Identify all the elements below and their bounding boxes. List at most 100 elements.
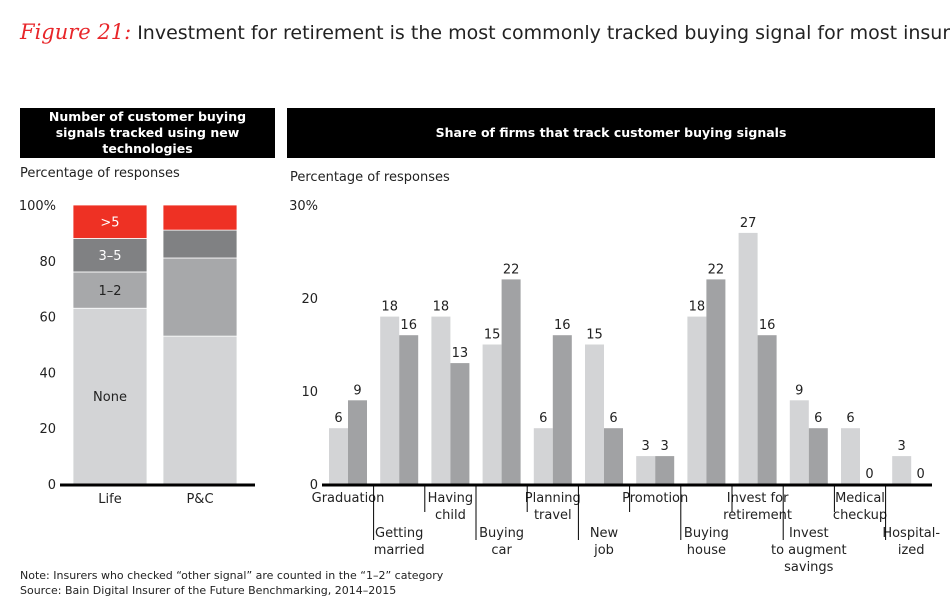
category-label: Having bbox=[428, 491, 474, 506]
category-label: job bbox=[593, 543, 614, 558]
figure-title: Figure 21: Investment for retirement is t… bbox=[20, 20, 950, 44]
left-ytick-label: 60 bbox=[39, 311, 56, 326]
right-header-text: Share of firms that track customer buyin… bbox=[435, 125, 787, 140]
right-ytick-label: 30% bbox=[289, 199, 318, 214]
bar-Graduation-2 bbox=[348, 400, 367, 484]
data-label: 13 bbox=[452, 346, 469, 361]
category-label: car bbox=[491, 543, 512, 558]
category-label: checkup bbox=[833, 508, 887, 523]
left-category-label: P&C bbox=[186, 492, 213, 507]
left-ytick-label: 100% bbox=[19, 199, 56, 214]
category-label: Invest bbox=[789, 526, 829, 541]
category-label: child bbox=[435, 508, 466, 523]
data-label: 15 bbox=[484, 328, 501, 343]
category-label: house bbox=[687, 543, 726, 558]
data-label: 27 bbox=[740, 216, 757, 231]
data-label: 6 bbox=[609, 411, 617, 426]
left-ytick-label: 40 bbox=[39, 366, 56, 381]
right-ylabel: Percentage of responses bbox=[290, 170, 450, 185]
data-label: 3 bbox=[642, 439, 650, 454]
stacked-segment-P&C->5 bbox=[162, 204, 238, 231]
bar-Invest to augment savings-2 bbox=[808, 428, 828, 484]
left-panel-header: Number of customer buying signals tracke… bbox=[20, 108, 275, 158]
data-label: 18 bbox=[381, 300, 398, 315]
data-label: 9 bbox=[795, 383, 803, 398]
left-category-label: Life bbox=[98, 492, 121, 507]
bar-New job-1 bbox=[585, 344, 604, 484]
bar-Buying house-1 bbox=[687, 316, 707, 484]
data-label: 3 bbox=[661, 439, 669, 454]
bar-Buying car-1 bbox=[482, 344, 502, 484]
data-label: 3 bbox=[898, 439, 906, 454]
bar-Buying car-2 bbox=[501, 279, 521, 484]
category-label: Promotion bbox=[622, 491, 688, 506]
data-label: 0 bbox=[917, 467, 925, 482]
data-label: 18 bbox=[433, 300, 450, 315]
category-label: travel bbox=[534, 508, 572, 523]
category-label: Hospital- bbox=[882, 526, 940, 541]
stacked-segment-Life-3–5 bbox=[72, 238, 148, 273]
data-label: 6 bbox=[334, 411, 342, 426]
bar-Planning travel-2 bbox=[552, 335, 572, 484]
stacked-segment-P&C-None bbox=[162, 335, 238, 485]
title-text: Investment for retirement is the most co… bbox=[137, 22, 950, 44]
left-ytick-label: 80 bbox=[39, 255, 56, 270]
bar-Invest to augment savings-1 bbox=[789, 400, 809, 484]
data-label: 16 bbox=[759, 318, 776, 333]
category-label: retirement bbox=[723, 508, 792, 523]
bar-Medical checkup-1 bbox=[841, 428, 860, 484]
right-ytick-label: 20 bbox=[301, 292, 318, 307]
right-ytick-label: 0 bbox=[310, 478, 318, 493]
data-label: 0 bbox=[865, 467, 873, 482]
category-label: New bbox=[590, 526, 619, 541]
category-label: Invest for bbox=[727, 491, 789, 506]
left-header-text: Number of customer buying signals tracke… bbox=[48, 109, 247, 156]
data-label: 9 bbox=[353, 383, 361, 398]
data-label: 22 bbox=[708, 262, 725, 277]
footnote: Note: Insurers who checked “other signal… bbox=[20, 569, 444, 582]
segment-label: None bbox=[93, 390, 127, 405]
bar-Invest for retirement-2 bbox=[757, 335, 777, 484]
bar-Graduation-1 bbox=[329, 428, 348, 484]
bar-Getting married-1 bbox=[380, 316, 400, 484]
category-label: Buying bbox=[479, 526, 524, 541]
segment-label: >5 bbox=[100, 216, 119, 231]
category-label: Medical bbox=[835, 491, 885, 506]
stacked-segment-P&C-3–5 bbox=[162, 229, 238, 259]
bar-Buying house-2 bbox=[706, 279, 726, 484]
data-label: 16 bbox=[400, 318, 417, 333]
figure-number: Figure 21: bbox=[20, 20, 132, 44]
source: Source: Bain Digital Insurer of the Futu… bbox=[20, 584, 397, 597]
category-label: to augment bbox=[771, 543, 847, 558]
category-label: Buying bbox=[684, 526, 729, 541]
category-label: married bbox=[374, 543, 425, 558]
bar-Planning travel-1 bbox=[533, 428, 553, 484]
data-label: 18 bbox=[689, 300, 706, 315]
data-label: 6 bbox=[539, 411, 547, 426]
stacked-segment-P&C-1–2 bbox=[162, 257, 238, 337]
category-label: Getting bbox=[375, 526, 423, 541]
bar-Promotion-2 bbox=[655, 456, 675, 484]
left-ytick-label: 20 bbox=[39, 422, 56, 437]
category-label: Planning bbox=[525, 491, 581, 506]
data-label: 15 bbox=[586, 328, 603, 343]
bar-Hospitalized-1 bbox=[892, 456, 912, 484]
left-ylabel: Percentage of responses bbox=[20, 166, 180, 181]
bar-Getting married-2 bbox=[399, 335, 419, 484]
segment-label: 3–5 bbox=[98, 249, 121, 264]
category-label: savings bbox=[784, 560, 834, 575]
category-label: Graduation bbox=[312, 491, 385, 506]
bar-New job-2 bbox=[604, 428, 623, 484]
bar-Invest for retirement-1 bbox=[738, 232, 758, 484]
bar-Having child-1 bbox=[431, 316, 451, 484]
right-panel-header: Share of firms that track customer buyin… bbox=[287, 108, 935, 158]
left-ytick-label: 0 bbox=[48, 478, 56, 493]
right-ytick-label: 10 bbox=[301, 385, 318, 400]
category-label: ized bbox=[898, 543, 925, 558]
segment-label: 1–2 bbox=[98, 284, 121, 299]
data-label: 16 bbox=[554, 318, 571, 333]
bar-Promotion-1 bbox=[636, 456, 656, 484]
data-label: 6 bbox=[846, 411, 854, 426]
